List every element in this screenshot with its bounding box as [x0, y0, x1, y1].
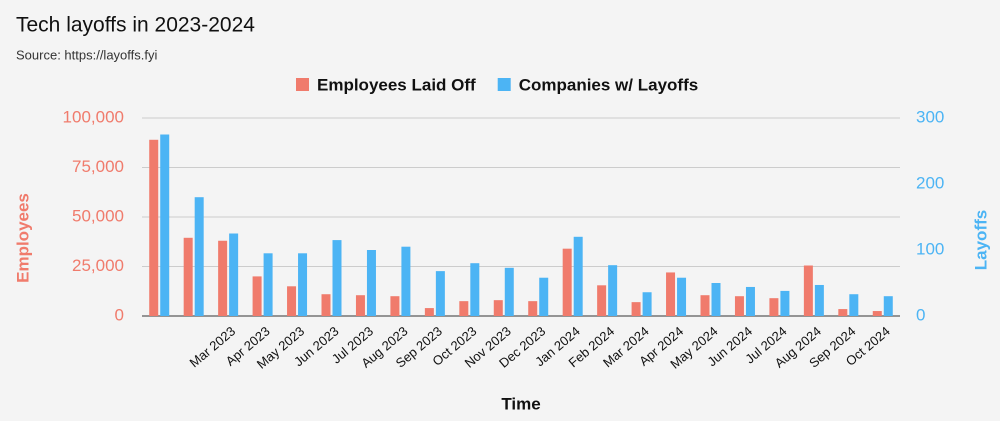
- chart-title: Tech layoffs in 2023-2024: [16, 14, 255, 37]
- y-tick-label: 50,000: [72, 206, 124, 225]
- y-tick-label: 25,000: [72, 256, 124, 275]
- bar: [803, 265, 813, 316]
- bar: [528, 301, 538, 316]
- y-tick-label: 0: [115, 305, 124, 324]
- legend-label: Companies w/ Layoffs: [519, 75, 698, 94]
- bar: [229, 233, 239, 316]
- bar: [493, 300, 503, 316]
- bar: [252, 276, 262, 316]
- bar: [814, 284, 824, 316]
- bar: [700, 295, 710, 316]
- bar: [424, 308, 434, 316]
- bar: [321, 294, 331, 316]
- bar: [298, 253, 308, 316]
- y2-axis-title: Layoffs: [971, 210, 990, 270]
- chart-subtitle: Source: https://layoffs.fyi: [16, 47, 157, 62]
- y2-tick-label: 300: [916, 107, 944, 126]
- bar: [194, 197, 204, 316]
- bar: [263, 253, 273, 316]
- bar: [838, 309, 848, 316]
- bar: [780, 290, 790, 316]
- bar: [883, 296, 893, 316]
- bar: [149, 139, 159, 316]
- bar: [642, 292, 652, 316]
- bar: [401, 246, 411, 316]
- bar: [366, 250, 376, 316]
- bar: [872, 311, 882, 316]
- bar: [183, 237, 193, 316]
- legend-swatch: [497, 78, 511, 91]
- y-axis-title: Employees: [13, 193, 32, 283]
- y2-tick-label: 100: [916, 239, 944, 258]
- bar: [677, 277, 687, 316]
- bar: [459, 301, 469, 316]
- bar: [562, 248, 572, 316]
- bar: [287, 286, 297, 316]
- y2-tick-label: 200: [916, 173, 944, 192]
- bar: [355, 295, 365, 316]
- bar: [435, 271, 445, 316]
- bar: [160, 134, 170, 316]
- bar: [332, 240, 342, 316]
- bar: [539, 277, 549, 316]
- bar: [745, 286, 755, 316]
- bar: [218, 240, 228, 316]
- bar: [769, 298, 779, 316]
- y2-tick-label: 0: [916, 305, 925, 324]
- legend-label: Employees Laid Off: [317, 75, 476, 94]
- bar: [849, 294, 859, 316]
- legend-swatch: [296, 78, 309, 91]
- x-axis-title: Time: [501, 394, 540, 413]
- bar: [504, 267, 514, 316]
- bar: [711, 283, 721, 316]
- bar: [631, 302, 641, 316]
- bar: [597, 285, 607, 316]
- bar: [608, 265, 618, 316]
- bar: [573, 236, 583, 316]
- bar: [470, 263, 480, 316]
- bar: [666, 272, 676, 316]
- y-tick-label: 75,000: [72, 157, 124, 176]
- bar: [390, 296, 400, 316]
- bar: [734, 296, 744, 316]
- y-tick-label: 100,000: [63, 107, 124, 126]
